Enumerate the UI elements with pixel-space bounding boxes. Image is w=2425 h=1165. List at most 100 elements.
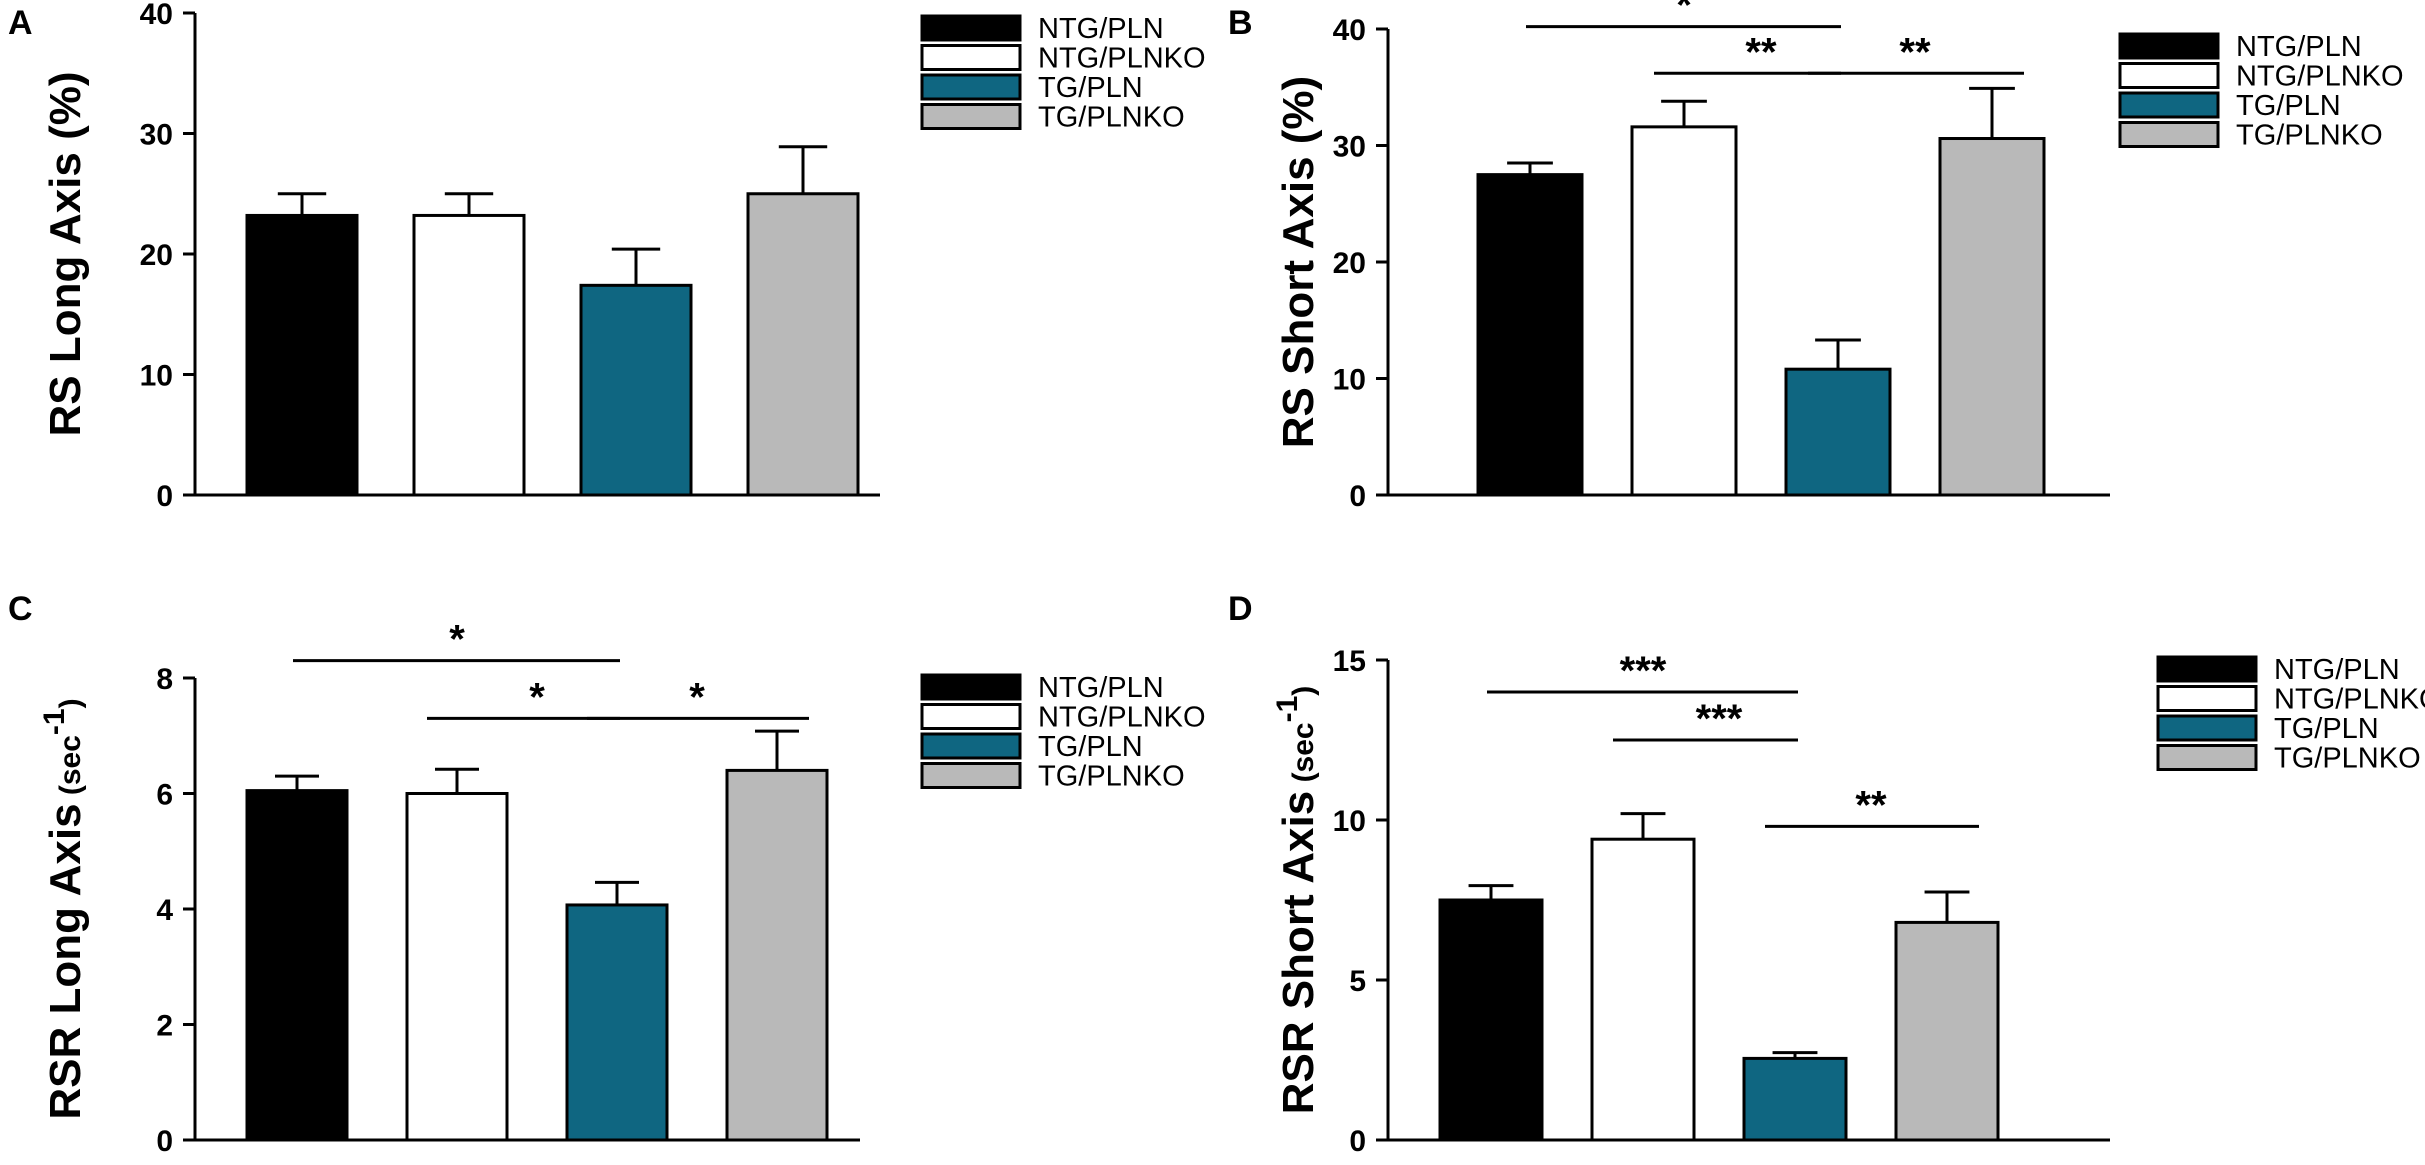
- bar-tg-pln: [565, 903, 669, 1142]
- significance-label: **: [1899, 30, 1931, 74]
- y-axis-label: RSR Short Axis (sec-1): [1271, 686, 1324, 1115]
- y-tick-label: 40: [1333, 14, 1366, 47]
- legend-swatch: [920, 44, 1022, 71]
- y-tick-label: 30: [1333, 131, 1366, 164]
- legend-label: TG/PLNKO: [2236, 120, 2383, 152]
- y-axis-label: RSR Long Axis (sec-1): [38, 698, 91, 1119]
- panel-c: C 0 2 4 6 8 RSR Long Axis (sec-1) * * * NTG/PLNNTG…: [8, 590, 1206, 1158]
- y-tick-label: 5: [1349, 965, 1366, 998]
- bar-tg-pln: [1742, 1056, 1848, 1142]
- bar-ntg-plnko: [1590, 837, 1696, 1142]
- legend-swatch: [2156, 655, 2258, 683]
- y-axis-unit-close: ): [54, 698, 87, 708]
- y-axis-label: RS Long Axis (%): [41, 71, 90, 436]
- panel-letter: D: [1228, 590, 1253, 628]
- legend-label: TG/PLN: [1038, 731, 1143, 763]
- significance-label: *: [449, 618, 465, 662]
- significance-label: *: [689, 675, 705, 719]
- significance-label: *: [529, 675, 545, 719]
- y-axis-unit-close: ): [1287, 686, 1320, 696]
- legend-label: TG/PLN: [2236, 90, 2341, 122]
- bar-ntg-pln: [1476, 173, 1584, 497]
- bar-ntg-plnko: [405, 792, 509, 1142]
- y-tick-label: 0: [156, 480, 173, 513]
- bar-ntg-plnko: [412, 213, 526, 497]
- legend-label: NTG/PLNKO: [1038, 43, 1206, 75]
- y-tick-label: 20: [140, 239, 173, 272]
- legend-label: NTG/PLNKO: [2274, 684, 2425, 716]
- y-tick-label: 10: [1333, 364, 1366, 397]
- y-tick-label: 0: [1349, 480, 1366, 513]
- y-tick-label: 8: [156, 663, 173, 696]
- bar-tg-plnko: [1938, 137, 2046, 497]
- y-tick-label: 20: [1333, 247, 1366, 280]
- y-tick-label: 6: [156, 779, 173, 812]
- bar-ntg-pln: [245, 789, 349, 1142]
- panel-letter: B: [1228, 4, 1253, 42]
- legend-swatch: [2118, 32, 2220, 60]
- bar-tg-pln: [1784, 367, 1892, 497]
- significance-label: ***: [1620, 649, 1667, 693]
- y-axis-unit-superscript: -1: [38, 708, 71, 735]
- legend-label: TG/PLN: [1038, 72, 1143, 104]
- panel-letter: A: [8, 4, 33, 42]
- bar-tg-plnko: [1894, 920, 2000, 1142]
- y-axis-label: RS Short Axis (%): [1274, 76, 1323, 448]
- y-axis-unit-superscript: -1: [1271, 696, 1304, 723]
- bar-tg-plnko: [725, 768, 829, 1142]
- legend-label: TG/PLNKO: [2274, 743, 2421, 775]
- y-axis-unit-open: (sec: [54, 735, 87, 803]
- legend-label: TG/PLNKO: [1038, 761, 1185, 793]
- y-tick-label: 15: [1333, 645, 1366, 678]
- y-tick-label: 10: [140, 360, 173, 393]
- legend-swatch: [920, 703, 1022, 730]
- panel-letter: C: [8, 590, 33, 628]
- legend-swatch: [920, 14, 1022, 42]
- bar-ntg-pln: [245, 213, 359, 497]
- legend-label: NTG/PLN: [1038, 672, 1164, 704]
- y-tick-label: 40: [140, 0, 173, 31]
- y-tick-label: 0: [1349, 1125, 1366, 1158]
- legend-swatch: [2156, 685, 2258, 712]
- y-tick-label: 2: [156, 1010, 173, 1043]
- bar-tg-plnko: [746, 192, 860, 497]
- legend-label: NTG/PLNKO: [1038, 702, 1206, 734]
- y-axis-label-text: RSR Short Axis: [1274, 791, 1323, 1115]
- legend-swatch: [2118, 62, 2220, 89]
- legend-swatch: [920, 73, 1022, 101]
- legend-swatch: [2156, 714, 2258, 742]
- y-axis-label-text: RS Long Axis (%): [41, 71, 90, 436]
- legend-label: TG/PLN: [2274, 713, 2379, 745]
- y-tick-label: 10: [1333, 805, 1366, 838]
- legend-swatch: [2118, 91, 2220, 119]
- legend-swatch: [2118, 121, 2220, 148]
- bar-tg-pln: [579, 283, 693, 497]
- y-axis-unit-open: (sec: [1287, 722, 1320, 790]
- legend-label: NTG/PLNKO: [2236, 61, 2404, 93]
- bar-ntg-plnko: [1630, 125, 1738, 497]
- y-axis-label-text: RSR Long Axis: [41, 803, 90, 1119]
- significance-label: *: [1676, 0, 1692, 28]
- y-tick-label: 30: [140, 119, 173, 152]
- significance-label: **: [1855, 783, 1887, 827]
- significance-label: **: [1745, 30, 1777, 74]
- bar-ntg-pln: [1438, 898, 1544, 1142]
- legend-swatch: [920, 732, 1022, 760]
- legend-swatch: [920, 103, 1022, 130]
- y-tick-label: 0: [156, 1125, 173, 1158]
- legend-label: TG/PLNKO: [1038, 102, 1185, 134]
- legend-label: NTG/PLN: [2274, 654, 2400, 686]
- legend-swatch: [920, 762, 1022, 789]
- panel-a: A 0 10 20 30 40 RS Long Axis (%) NTG/PLNNTG/PLN…: [8, 0, 1206, 513]
- y-axis-label-text: RS Short Axis (%): [1274, 76, 1323, 448]
- significance-label: ***: [1696, 697, 1743, 741]
- y-tick-label: 4: [156, 894, 173, 927]
- legend-swatch: [920, 673, 1022, 701]
